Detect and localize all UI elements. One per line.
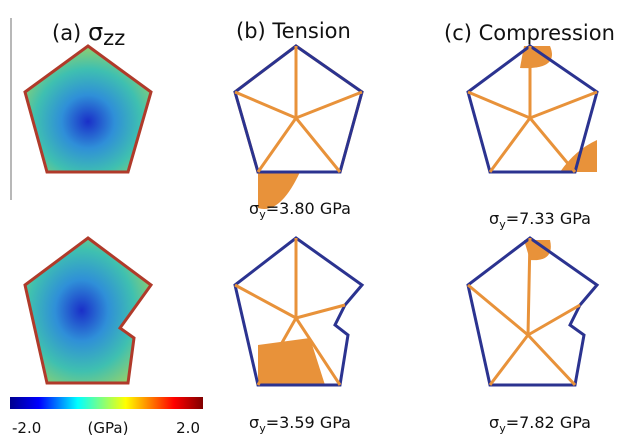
yield-stress: σy=7.82 GPa [489,413,591,435]
yield-stress: σy=3.59 GPa [249,413,351,435]
panel-c-title: (c) Compression [444,21,615,45]
tension-structure [235,238,362,385]
colorbar-max: 2.0 [176,419,200,437]
stress-map [25,46,151,172]
colorbar [10,397,203,409]
yield-stress: σy=7.33 GPa [489,209,591,231]
figure: (a) σzz (b) Tension (c) Compression σy=3… [0,0,638,442]
panel-b-title: (b) Tension [236,19,351,43]
compression-structure [468,238,597,385]
colorbar-min: -2.0 [12,419,41,437]
colorbar-unit: (GPa) [88,419,129,437]
compression-structure [468,46,597,172]
stress-map [25,238,151,383]
tension-structure [235,46,362,209]
